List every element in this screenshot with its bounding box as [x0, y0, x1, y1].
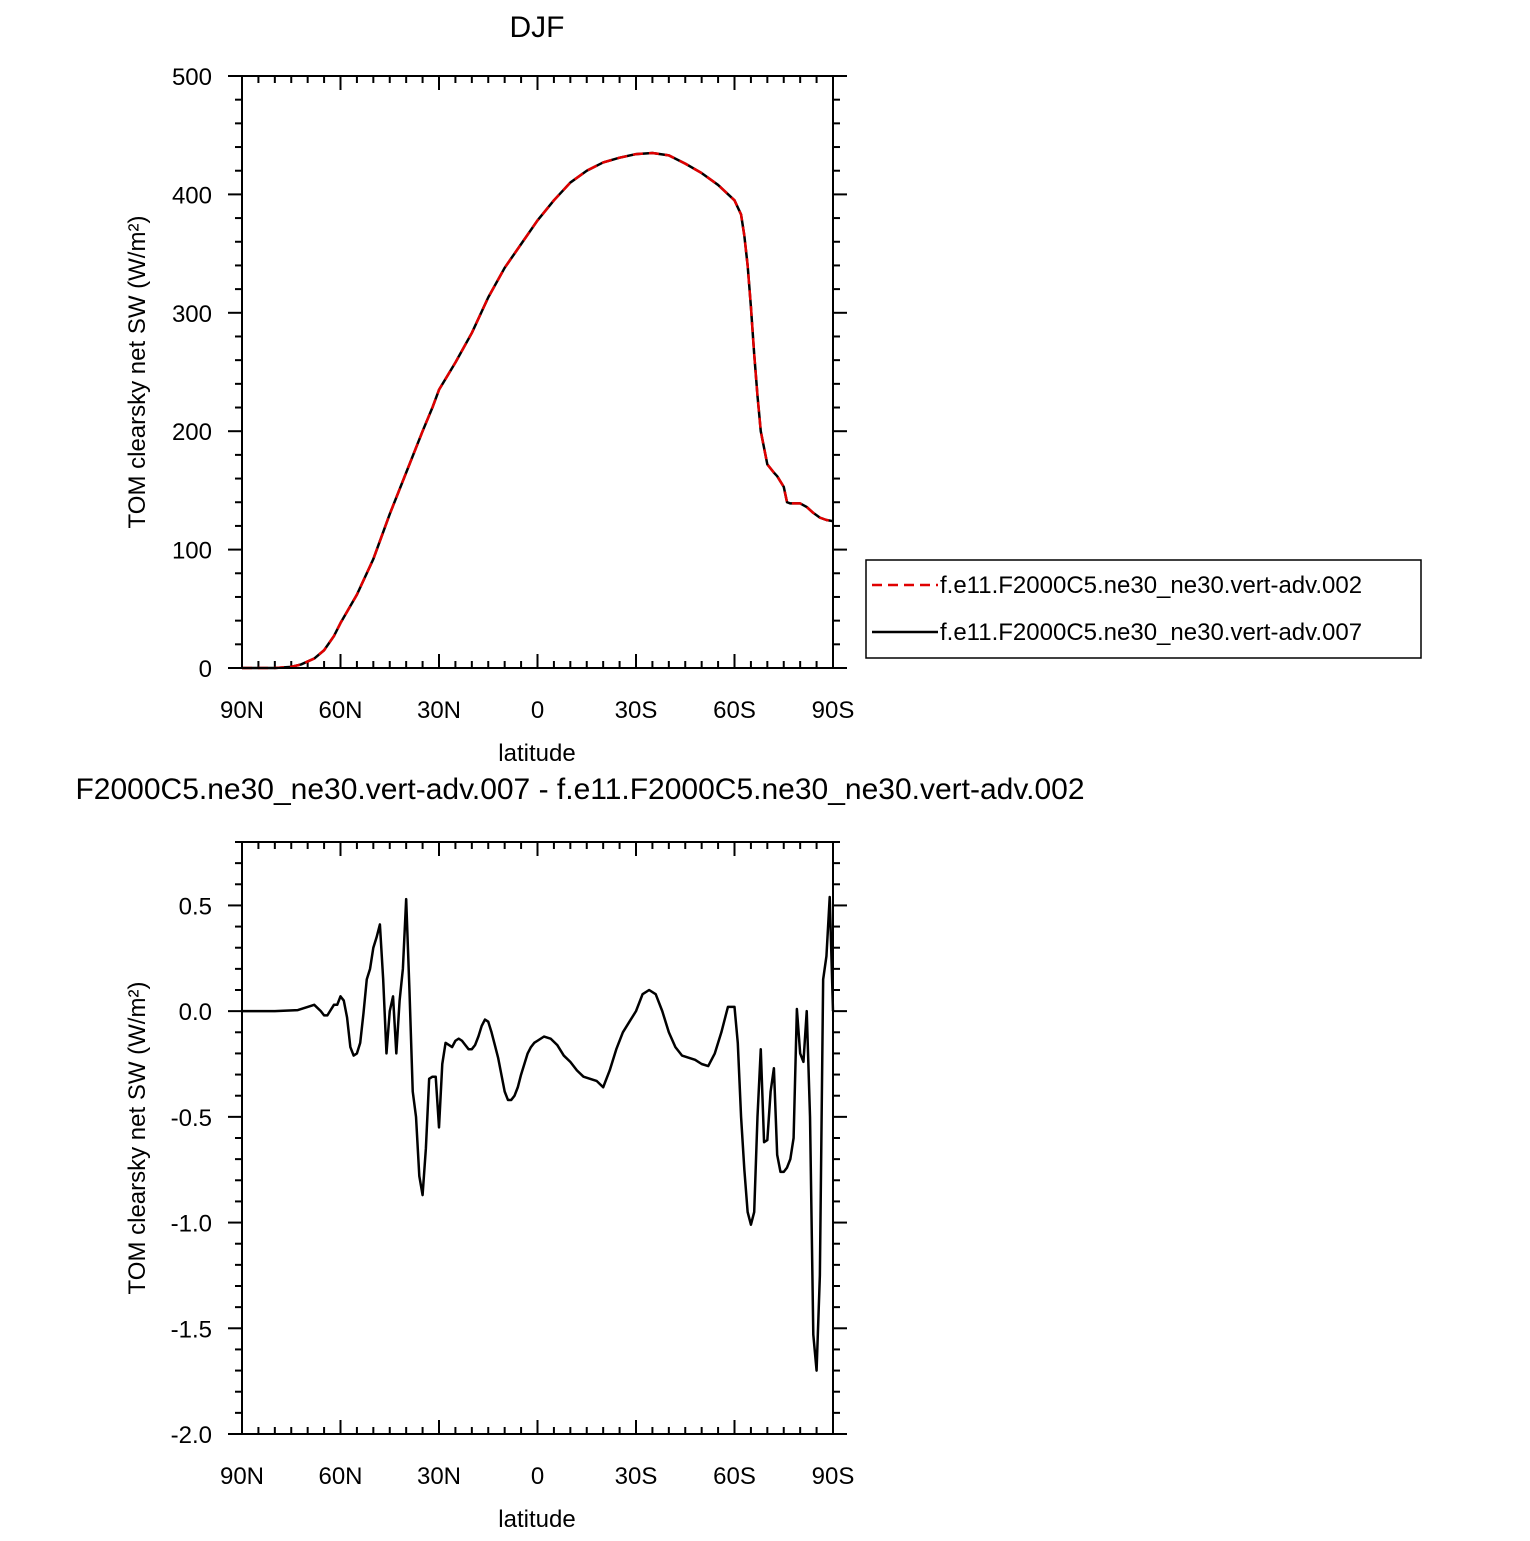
bottom-x-tick-label: 30N: [417, 1463, 461, 1490]
top-plot-frame: [241, 75, 834, 669]
top-y-tick-label: 500: [172, 64, 212, 91]
top-series-line-1: [242, 151, 834, 670]
top-y-tick-label: 0: [199, 656, 212, 683]
bottom-x-tick-label: 60N: [318, 1463, 362, 1490]
top-y-tick-label: 400: [172, 182, 212, 209]
bottom-x-tick-label: 60S: [713, 1463, 756, 1490]
bottom-x-tick-label: 90S: [812, 1463, 855, 1490]
top-y-axis-label-text: TOM clearsky net SW (W/m²): [124, 216, 151, 529]
legend-label-007: f.e11.F2000C5.ne30_ne30.vert-adv.007: [940, 619, 1362, 646]
bottom-x-tick-label: 90N: [220, 1463, 264, 1490]
top-axes: 90N 60N 30N 0 30S 60S 90S 0 100 200 300 400 500: [172, 64, 854, 724]
top-chart: DJF 90N 60N 30N 0 30S 60S 90S0100200300400500 …: [124, 11, 1422, 767]
top-x-tick-label: 90S: [812, 697, 855, 724]
bottom-y-tick-label: -1.5: [171, 1316, 212, 1343]
bottom-series: [242, 895, 835, 1372]
top-y-tick-label: 200: [172, 419, 212, 446]
bottom-x-tick-label: 0: [531, 1463, 544, 1490]
bottom-x-tick-label: 30S: [615, 1463, 658, 1490]
bottom-y-axis-label: TOM clearsky net SW (W/m²): [124, 982, 151, 1295]
top-y-axis-label: TOM clearsky net SW (W/m²): [124, 216, 151, 529]
top-x-tick-label: 90N: [220, 697, 264, 724]
bottom-y-tick-label: 0.5: [179, 893, 212, 920]
top-x-tick-label: 0: [531, 697, 544, 724]
legend: f.e11.F2000C5.ne30_ne30.vert-adv.002 f.e…: [865, 559, 1422, 659]
bottom-series-line-0: [242, 895, 835, 1372]
bottom-y-tick-label: -0.5: [171, 1105, 212, 1132]
bottom-chart: F2000C5.ne30_ne30.vert-adv.007 - f.e11.F…: [75, 773, 1084, 1533]
bottom-x-axis-label: latitude: [498, 1506, 575, 1533]
bottom-y-axis-label-text: TOM clearsky net SW (W/m²): [124, 982, 151, 1295]
top-series: [242, 151, 834, 670]
top-y-tick-label: 100: [172, 538, 212, 565]
bottom-y-tick-label: -1.0: [171, 1211, 212, 1238]
bottom-chart-title: F2000C5.ne30_ne30.vert-adv.007 - f.e11.F…: [75, 773, 1084, 806]
bottom-axes: 90N 60N 30N 0 30S 60S 90S -2.0 -1.5 -1.0 -0.5 0.0 0.…: [171, 841, 855, 1490]
bottom-plot-frame: [241, 841, 834, 1435]
legend-label-002: f.e11.F2000C5.ne30_ne30.vert-adv.002: [940, 572, 1362, 599]
bottom-y-tick-label: 0.0: [179, 999, 212, 1026]
bottom-y-tick-label: -2.0: [171, 1422, 212, 1449]
top-x-tick-label: 30S: [615, 697, 658, 724]
legend-box: [865, 559, 1422, 659]
top-chart-title: DJF: [510, 11, 565, 44]
top-x-axis-label: latitude: [498, 740, 575, 767]
top-y-tick-label: 300: [172, 301, 212, 328]
top-x-tick-label: 30N: [417, 697, 461, 724]
top-x-tick-label: 60S: [713, 697, 756, 724]
top-x-tick-label: 60N: [318, 697, 362, 724]
